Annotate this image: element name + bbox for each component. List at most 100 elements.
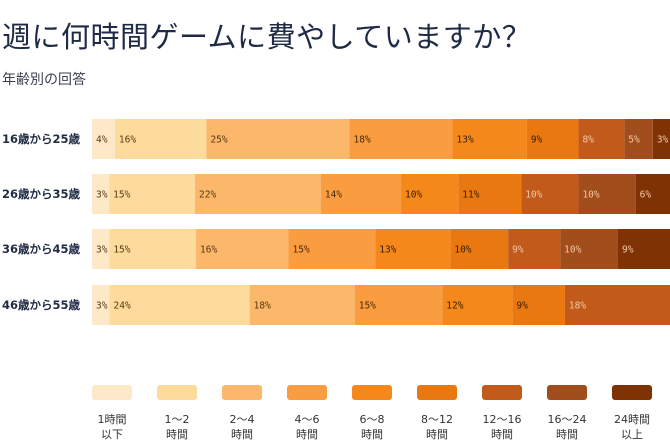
data-label: 4% — [96, 135, 108, 146]
data-label: 9% — [516, 301, 528, 312]
legend-label: 1〜2 — [165, 413, 190, 426]
bar-segment — [560, 229, 618, 269]
legend-swatch — [352, 385, 392, 400]
data-label: 13% — [457, 135, 474, 146]
bar-segment — [92, 119, 115, 159]
data-label: 18% — [254, 301, 271, 312]
legend-swatch — [92, 385, 132, 400]
bar-segment — [206, 119, 350, 159]
data-label: 8% — [582, 135, 594, 146]
legend-label: 時間 — [361, 428, 383, 441]
bar-segment — [375, 229, 451, 269]
bar-segment — [249, 285, 355, 325]
bar-segment — [624, 119, 653, 159]
data-label: 10% — [405, 190, 422, 201]
bar-segment — [354, 285, 443, 325]
legend-label: 時間 — [296, 428, 318, 441]
bar-segment — [109, 229, 197, 269]
legend-swatch — [287, 385, 327, 400]
legend-swatch — [417, 385, 457, 400]
data-label: 9% — [531, 135, 543, 146]
bar-segment — [92, 174, 110, 214]
legend-label: 時間 — [556, 428, 578, 441]
bar-segment — [320, 174, 402, 214]
legend-swatch — [482, 385, 522, 400]
data-label: 13% — [379, 245, 396, 256]
data-label: 10% — [564, 245, 581, 256]
bar-segment — [508, 229, 561, 269]
data-label: 18% — [569, 301, 586, 312]
data-label: 18% — [354, 135, 371, 146]
bar-segment — [521, 174, 579, 214]
data-label: 3% — [96, 245, 108, 256]
row-label: 36歳から45歳 — [2, 242, 81, 256]
legend-swatch — [612, 385, 652, 400]
bar-segment — [652, 119, 670, 159]
legend-label: 24時間 — [614, 413, 650, 426]
legend-label: 以下 — [101, 428, 123, 441]
chart-title: 週に何時間ゲームに費やしていますか？ — [2, 20, 532, 54]
bar-segment — [401, 174, 459, 214]
data-label: 15% — [293, 245, 310, 256]
legend-label: 4〜6 — [295, 413, 320, 426]
data-label: 6% — [640, 190, 652, 201]
data-label: 3% — [96, 301, 108, 312]
bar-segment — [526, 119, 579, 159]
data-label: 14% — [325, 190, 342, 201]
bar-segment — [349, 119, 453, 159]
legend-label: 時間 — [231, 428, 253, 441]
bar-segment — [635, 174, 670, 214]
data-label: 15% — [359, 301, 376, 312]
bar-segment — [114, 119, 207, 159]
bar-segment — [442, 285, 513, 325]
bar-segment — [109, 174, 196, 214]
row-label: 16歳から25歳 — [2, 132, 81, 146]
data-label: 16% — [200, 245, 217, 256]
data-label: 24% — [114, 301, 131, 312]
legend-label: 2〜4 — [230, 413, 255, 426]
row-label: 46歳から55歳 — [2, 298, 81, 312]
bar-segment — [617, 229, 670, 269]
row-label: 26歳から35歳 — [2, 187, 81, 201]
chart-subtitle: 年齢別の回答 — [2, 72, 86, 88]
legend-label: 時間 — [491, 428, 513, 441]
data-label: 9% — [512, 245, 524, 256]
data-label: 3% — [96, 190, 108, 201]
legend-label: 時間 — [166, 428, 188, 441]
bar-segment — [564, 285, 670, 325]
legend-label: 時間 — [426, 428, 448, 441]
data-label: 5% — [628, 135, 640, 146]
legend-swatch — [547, 385, 587, 400]
data-label: 9% — [622, 245, 634, 256]
data-label: 10% — [525, 190, 542, 201]
legend-label: 1時間 — [98, 413, 127, 426]
data-label: 10% — [454, 245, 471, 256]
bar-segment — [196, 229, 289, 269]
legend-label: 12〜16 — [483, 413, 522, 426]
bar-segment — [452, 119, 527, 159]
bar-segment — [512, 285, 565, 325]
bar-segment — [578, 174, 636, 214]
data-label: 25% — [210, 135, 227, 146]
bar-segment — [578, 119, 625, 159]
data-label: 16% — [119, 135, 136, 146]
bar-segment — [92, 285, 110, 325]
legend-swatch — [222, 385, 262, 400]
legend-label: 16〜24 — [548, 413, 587, 426]
data-label: 12% — [446, 301, 463, 312]
data-label: 22% — [199, 190, 216, 201]
legend-label: 6〜8 — [360, 413, 385, 426]
bar-segment — [195, 174, 321, 214]
legend-label: 以上 — [621, 428, 643, 441]
legend-swatch — [157, 385, 197, 400]
data-label: 11% — [462, 190, 479, 201]
bar-segment — [458, 174, 522, 214]
bar-segment — [92, 229, 110, 269]
data-label: 15% — [113, 190, 130, 201]
data-label: 15% — [113, 245, 130, 256]
legend-label: 8〜12 — [421, 413, 453, 426]
data-label: 3% — [657, 135, 669, 146]
bar-segment — [288, 229, 376, 269]
bar-segment — [109, 285, 250, 325]
